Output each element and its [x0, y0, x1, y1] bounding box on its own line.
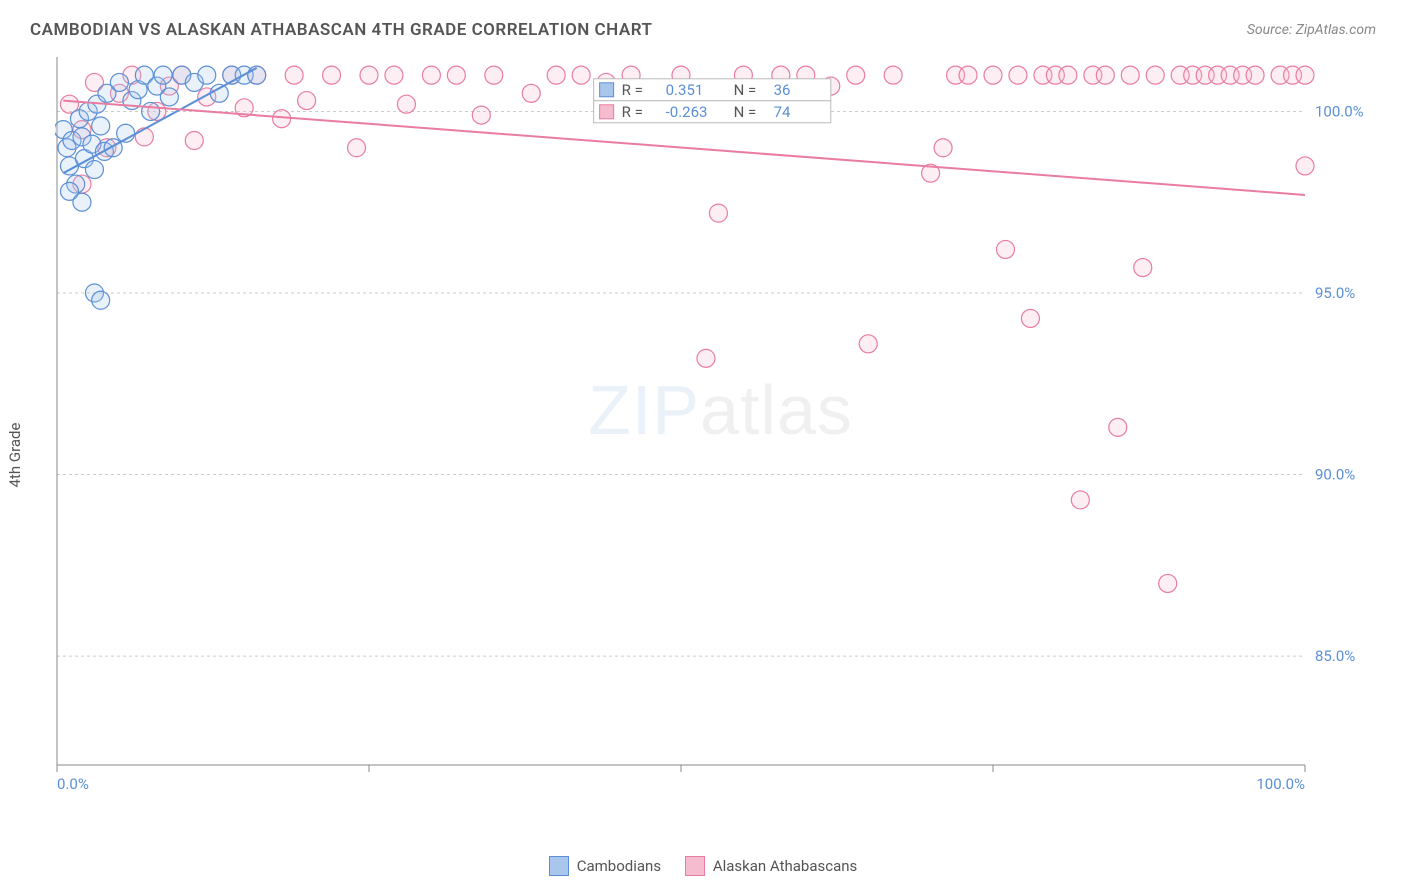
source-attribution: Source: ZipAtlas.com	[1247, 22, 1376, 38]
svg-text:36: 36	[774, 81, 791, 99]
correlation-chart: 85.0% 90.0% 95.0% 100.0% 0.0% 100.0% R = 0.351 N…	[55, 55, 1375, 795]
chart-title: CAMBODIAN VS ALASKAN ATHABASCAN 4TH GRAD…	[30, 20, 652, 40]
svg-text:N =: N =	[734, 103, 757, 121]
header: CAMBODIAN VS ALASKAN ATHABASCAN 4TH GRAD…	[0, 0, 1406, 50]
legend-label: Cambodians	[577, 857, 661, 875]
svg-text:85.0%: 85.0%	[1315, 647, 1355, 665]
legend-swatch	[685, 856, 705, 876]
svg-text:90.0%: 90.0%	[1315, 466, 1355, 484]
svg-text:R =: R =	[622, 103, 643, 121]
legend-item-athabascans: Alaskan Athabascans	[685, 856, 857, 876]
legend-label: Alaskan Athabascans	[713, 857, 857, 875]
svg-text:0.351: 0.351	[666, 81, 704, 99]
legend: Cambodians Alaskan Athabascans	[0, 856, 1406, 880]
y-axis-label: 4th Grade	[6, 423, 24, 488]
svg-text:100.0%: 100.0%	[1256, 775, 1305, 793]
svg-text:-0.263: -0.263	[666, 103, 708, 121]
legend-swatch	[549, 856, 569, 876]
svg-text:R =: R =	[622, 81, 643, 99]
svg-text:95.0%: 95.0%	[1315, 284, 1355, 302]
svg-text:0.0%: 0.0%	[57, 775, 89, 793]
svg-text:100.0%: 100.0%	[1315, 102, 1364, 120]
svg-text:74: 74	[774, 103, 791, 121]
chart-container: 85.0% 90.0% 95.0% 100.0% 0.0% 100.0% R = 0.351 N…	[55, 55, 1386, 795]
svg-text:N =: N =	[734, 81, 757, 99]
legend-item-cambodians: Cambodians	[549, 856, 661, 876]
